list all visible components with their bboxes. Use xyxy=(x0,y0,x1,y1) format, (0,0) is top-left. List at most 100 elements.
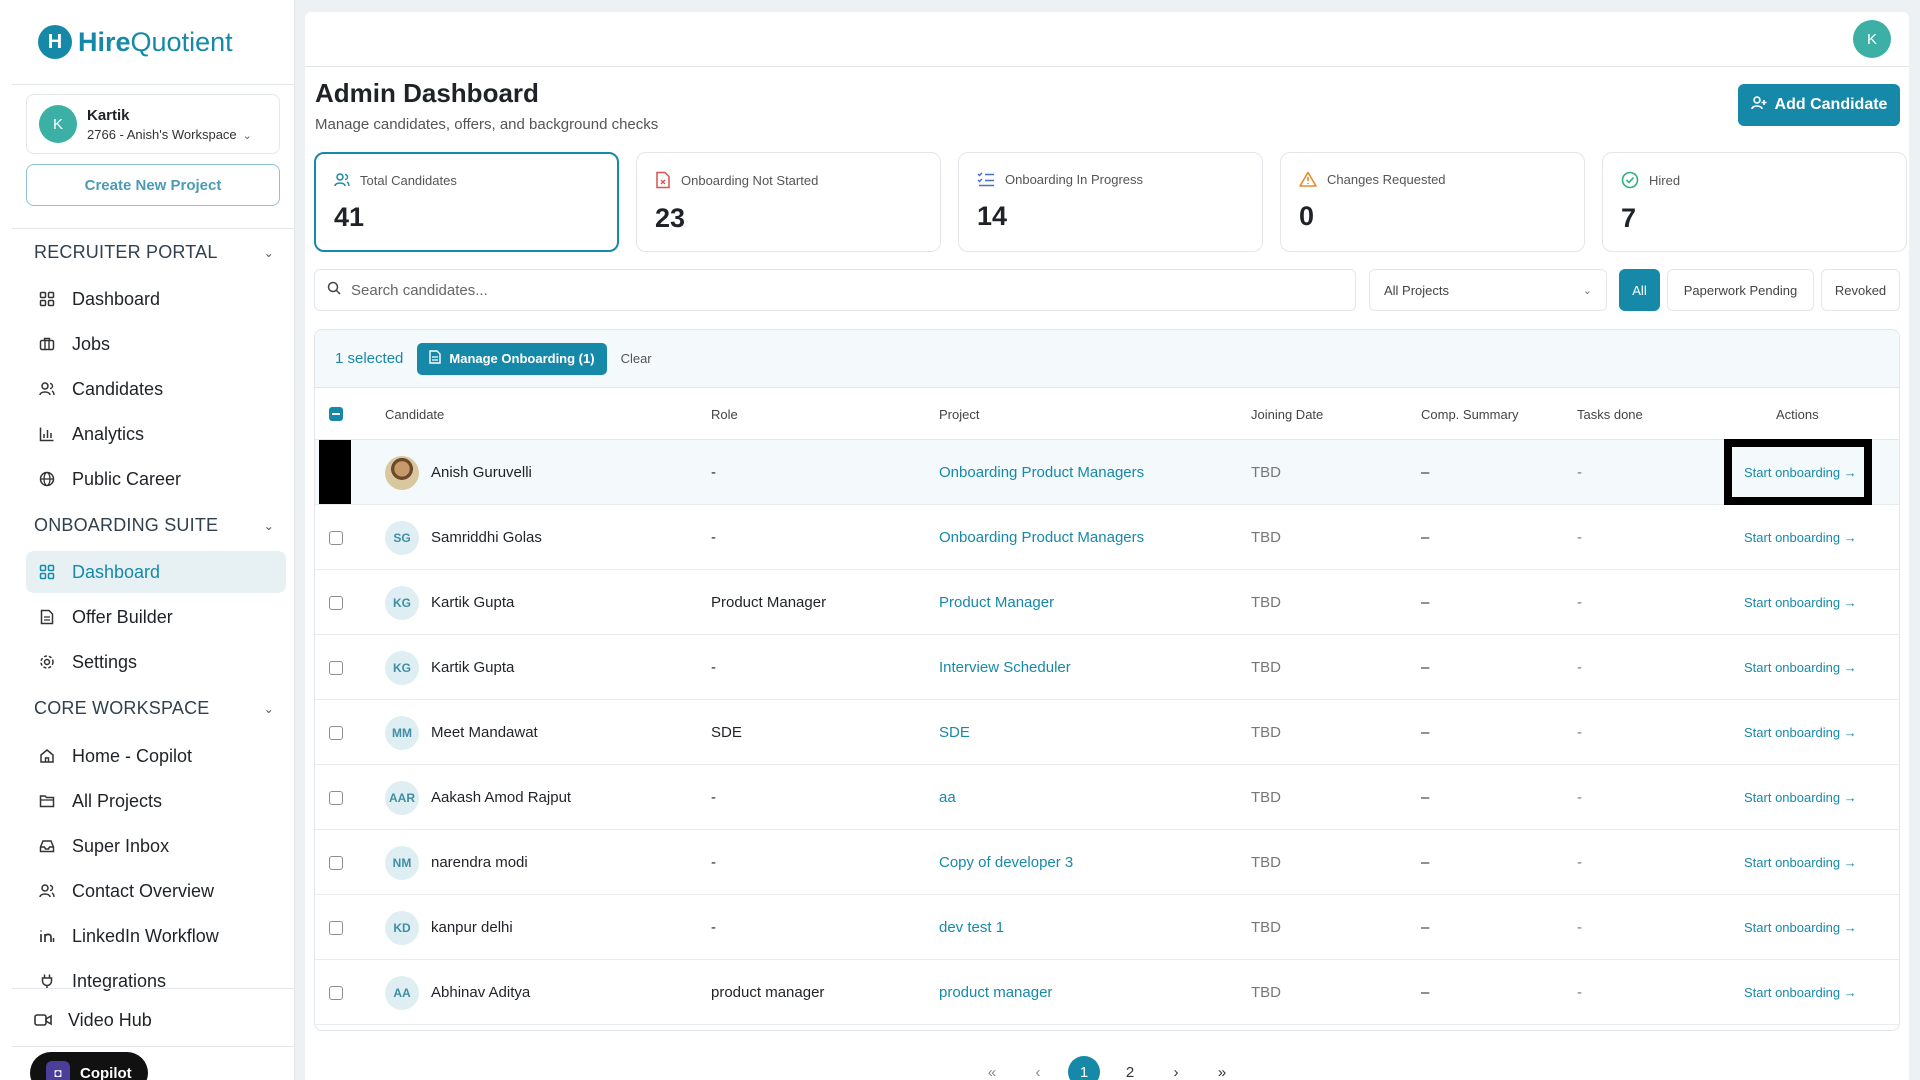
start-onboarding-link[interactable]: Start onboarding → xyxy=(1744,660,1857,675)
table-row[interactable]: AAR Aakash Amod Rajput - aa TBD – - Start onboa… xyxy=(315,765,1899,830)
project-link[interactable]: Interview Scheduler xyxy=(939,659,1071,676)
row-checkbox[interactable] xyxy=(329,635,343,700)
sidebar-item-contact-overview[interactable]: Contact Overview xyxy=(26,870,286,912)
stat-card-changes-requested[interactable]: Changes Requested 0 xyxy=(1280,152,1585,252)
section-core-workspace[interactable]: CORE WORKSPACE ⌄ xyxy=(34,698,274,719)
project-link[interactable]: SDE xyxy=(939,724,970,741)
candidate-name[interactable]: Samriddhi Golas xyxy=(431,529,542,546)
start-onboarding-link[interactable]: Start onboarding → xyxy=(1744,465,1857,480)
candidate-name[interactable]: narendra modi xyxy=(431,854,528,871)
user-avatar[interactable]: K xyxy=(1853,20,1891,58)
table-row[interactable]: NM narendra modi - Copy of developer 3 TBD – -… xyxy=(315,830,1899,895)
sidebar-item-analytics[interactable]: Analytics xyxy=(26,413,286,455)
row-checkbox[interactable] xyxy=(329,570,343,635)
prev-page-icon[interactable]: ‹ xyxy=(1035,1063,1041,1080)
add-candidate-label: Add Candidate xyxy=(1774,96,1888,113)
filter-paperwork-pending-button[interactable]: Paperwork Pending xyxy=(1667,269,1814,311)
copilot-button[interactable]: ◘ Copilot xyxy=(30,1052,148,1080)
section-onboarding-suite[interactable]: ONBOARDING SUITE ⌄ xyxy=(34,515,274,536)
candidate-name[interactable]: Abhinav Aditya xyxy=(431,984,531,1001)
row-checkbox[interactable] xyxy=(329,700,343,765)
sidebar-item-candidates[interactable]: Candidates xyxy=(26,368,286,410)
checkbox-icon xyxy=(329,660,343,675)
sidebar-item-all-projects[interactable]: All Projects xyxy=(26,780,286,822)
first-page-icon[interactable]: « xyxy=(987,1063,997,1080)
search-box[interactable] xyxy=(314,269,1356,311)
table-row[interactable]: KG Kartik Gupta - Interview Scheduler TBD – - S… xyxy=(315,635,1899,700)
project-link[interactable]: Onboarding Product Managers xyxy=(939,529,1145,546)
section-recruiter-portal[interactable]: RECRUITER PORTAL ⌄ xyxy=(34,242,274,263)
project-filter-select[interactable]: All Projects ⌄ xyxy=(1369,269,1607,311)
project-link[interactable]: Copy of developer 3 xyxy=(939,854,1074,871)
next-page-icon[interactable]: › xyxy=(1173,1063,1179,1080)
sidebar-item-super-inbox[interactable]: Super Inbox xyxy=(26,825,286,867)
chevron-down-icon[interactable]: ⌄ xyxy=(263,518,274,533)
row-checkbox[interactable] xyxy=(329,960,343,1025)
select-all-checkbox[interactable] xyxy=(329,388,343,440)
brand-name-bold: Hire xyxy=(78,26,131,57)
start-onboarding-link[interactable]: Start onboarding → xyxy=(1744,595,1857,610)
start-onboarding-link[interactable]: Start onboarding → xyxy=(1744,920,1857,935)
project-link[interactable]: dev test 1 xyxy=(939,919,1005,936)
candidate-name[interactable]: Kartik Gupta xyxy=(431,659,515,676)
row-checkbox[interactable] xyxy=(329,765,343,830)
table-row[interactable]: MM Meet Mandawat SDE SDE TBD – - Start onboardi… xyxy=(315,700,1899,765)
start-onboarding-link[interactable]: Start onboarding → xyxy=(1744,530,1857,545)
start-onboarding-link[interactable]: Start onboarding → xyxy=(1744,855,1857,870)
create-new-project-button[interactable]: Create New Project xyxy=(26,164,280,206)
stat-card-onboarding-not-started[interactable]: Onboarding Not Started 23 xyxy=(636,152,941,252)
stat-card-onboarding-in-progress[interactable]: Onboarding In Progress 14 xyxy=(958,152,1263,252)
table-row[interactable]: Anish Guruvelli - Onboarding Product Manag… xyxy=(315,439,1899,505)
project-link[interactable]: Product Manager xyxy=(939,594,1055,611)
page-button-2[interactable]: 2 xyxy=(1125,1063,1135,1080)
page-button-1[interactable]: 1 xyxy=(1068,1056,1100,1080)
avatar: KD xyxy=(385,910,419,945)
filter-revoked-button[interactable]: Revoked xyxy=(1821,269,1900,311)
candidate-name[interactable]: kanpur delhi xyxy=(431,919,513,936)
sidebar-item-public-career[interactable]: Public Career xyxy=(26,458,286,500)
stat-card-total-candidates[interactable]: Total Candidates 41 xyxy=(314,152,619,252)
table-row[interactable]: AA Abhinav Aditya product manager product m… xyxy=(315,960,1899,1025)
divider xyxy=(12,1046,294,1047)
clear-selection-link[interactable]: Clear xyxy=(620,351,652,366)
sidebar-item-dashboard[interactable]: Dashboard xyxy=(26,551,286,593)
sidebar-item-offer-builder[interactable]: Offer Builder xyxy=(26,596,286,638)
brand-logo[interactable]: H HireQuotient xyxy=(38,22,233,62)
chevron-down-icon[interactable]: ⌄ xyxy=(263,701,274,716)
candidate-name[interactable]: Aakash Amod Rajput xyxy=(431,789,572,806)
avatar: SG xyxy=(385,520,419,555)
stat-card-hired[interactable]: Hired 7 xyxy=(1602,152,1907,252)
home-icon xyxy=(38,747,56,765)
row-checkbox[interactable] xyxy=(329,830,343,895)
table-row[interactable]: KG Kartik Gupta Product Manager Product Man… xyxy=(315,570,1899,635)
workspace-switcher[interactable]: K Kartik 2766 - Anish's Workspace ⌄ xyxy=(26,94,280,154)
users-icon xyxy=(38,882,56,900)
project-link[interactable]: aa xyxy=(939,789,956,806)
candidate-name[interactable]: Kartik Gupta xyxy=(431,594,515,611)
filter-all-button[interactable]: All xyxy=(1619,269,1660,311)
add-candidate-button[interactable]: Add Candidate xyxy=(1738,84,1900,126)
sidebar-item-home-copilot[interactable]: Home - Copilot xyxy=(26,735,286,777)
sidebar-item-jobs[interactable]: Jobs xyxy=(26,323,286,365)
project-link[interactable]: Onboarding Product Managers xyxy=(939,464,1145,481)
chevron-down-icon[interactable]: ⌄ xyxy=(263,245,274,260)
last-page-icon[interactable]: » xyxy=(1217,1063,1227,1080)
main-panel: K Admin Dashboard Manage candidates, off… xyxy=(305,12,1909,1080)
manage-onboarding-button[interactable]: Manage Onboarding (1) xyxy=(417,342,607,375)
start-onboarding-link[interactable]: Start onboarding → xyxy=(1744,725,1857,740)
candidate-name[interactable]: Anish Guruvelli xyxy=(431,464,532,481)
start-onboarding-link[interactable]: Start onboarding → xyxy=(1744,985,1857,1000)
start-onboarding-link[interactable]: Start onboarding → xyxy=(1744,790,1857,805)
row-checkbox[interactable] xyxy=(329,505,343,570)
table-row[interactable]: KD kanpur delhi - dev test 1 TBD – - Start onbo… xyxy=(315,895,1899,960)
row-checkbox[interactable] xyxy=(329,895,343,960)
sidebar-item-integrations[interactable]: Integrations xyxy=(26,960,286,1002)
table-row[interactable]: SG Samriddhi Golas - Onboarding Product Man… xyxy=(315,505,1899,570)
sidebar-item-video-hub[interactable]: Video Hub xyxy=(22,999,282,1041)
sidebar-item-dashboard[interactable]: Dashboard xyxy=(26,278,286,320)
project-link[interactable]: product manager xyxy=(939,984,1053,1001)
sidebar-item-linkedin-workflow[interactable]: LinkedIn Workflow xyxy=(26,915,286,957)
candidate-name[interactable]: Meet Mandawat xyxy=(431,724,538,741)
sidebar-item-settings[interactable]: Settings xyxy=(26,641,286,683)
search-input[interactable] xyxy=(351,281,1251,299)
